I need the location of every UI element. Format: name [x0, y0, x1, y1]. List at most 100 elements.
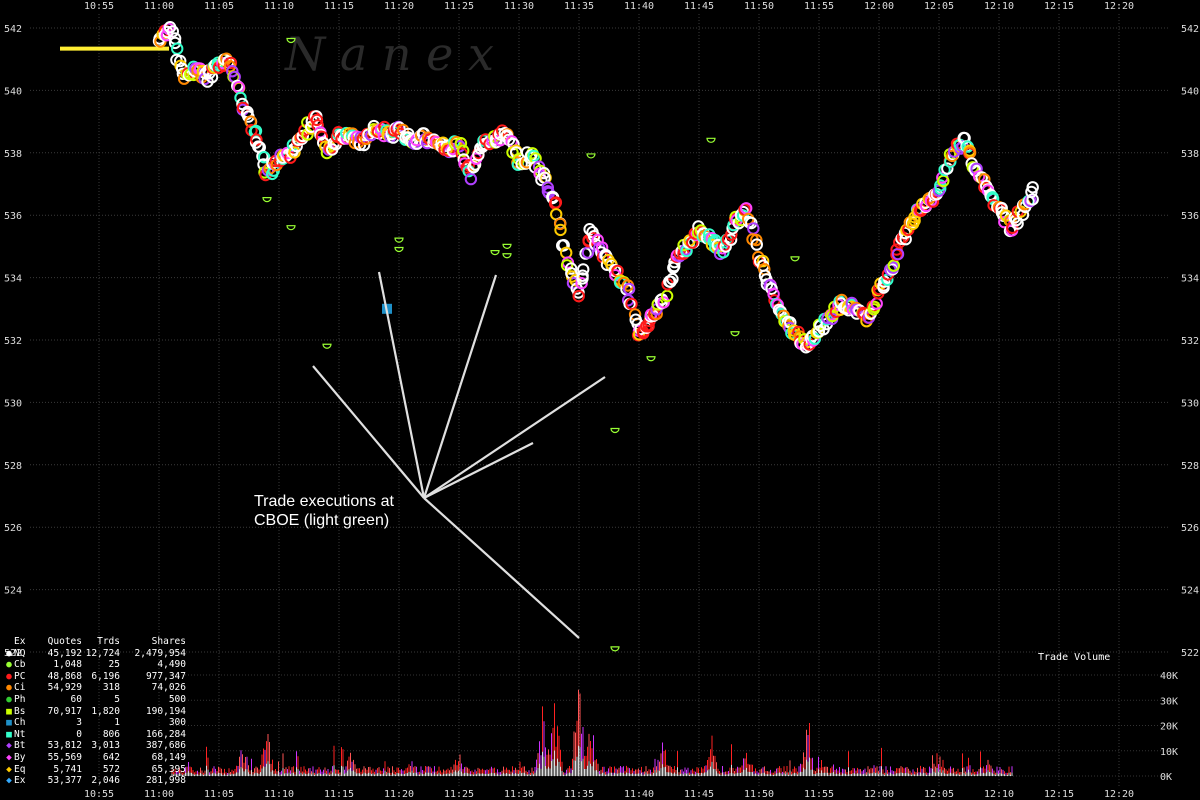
price-marker — [258, 151, 271, 164]
right-price-axis: 542 540 538 536 534 532 530 528 526 524 522 — [1181, 24, 1199, 659]
price-tick-left: 540 — [4, 86, 22, 97]
price-marker — [724, 233, 738, 246]
cboe-trade-marker — [586, 153, 596, 159]
legend-trds: 318 — [102, 682, 120, 694]
time-tick-bottom: 11:00 — [144, 789, 174, 800]
cboe-trade-marker — [610, 427, 620, 434]
price-marker — [750, 233, 763, 247]
cboe-trade-marker — [790, 256, 800, 262]
time-tick-bottom: 11:25 — [444, 789, 474, 800]
legend-shares: 74,026 — [151, 682, 186, 694]
price-tick-right: 538 — [1181, 149, 1199, 160]
time-tick-top: 11:30 — [504, 1, 534, 12]
cboe-trade-marker — [394, 237, 404, 243]
legend-row: ■ Bs 70,917 1,820 190,194 — [4, 706, 186, 718]
time-tick-bottom: 11:50 — [744, 789, 774, 800]
legend-trds: 572 — [102, 763, 120, 775]
time-tick-bottom: 11:15 — [324, 789, 354, 800]
annotation-arrow — [377, 271, 426, 499]
price-tick-right: 534 — [1181, 274, 1199, 285]
legend-row: ● PC 48,868 6,196 977,347 — [4, 671, 186, 683]
price-tick-left: 536 — [4, 211, 22, 222]
price-tick-left: 530 — [4, 398, 22, 409]
legend-shares: 387,686 — [145, 740, 186, 752]
time-tick-top: 11:25 — [444, 1, 474, 12]
legend-header-trds: Trds — [97, 636, 120, 647]
legend-trds: 6,196 — [91, 670, 120, 682]
legend-trds: 25 — [108, 659, 120, 671]
volume-tick: 40K — [1160, 671, 1178, 682]
annotation-text: Trade executions at CBOE (light green) — [254, 492, 424, 530]
price-marker — [1026, 193, 1039, 206]
cboe-trade-marker — [646, 356, 656, 362]
annotation-arrow — [423, 376, 606, 499]
legend-quotes: 48,868 — [47, 670, 82, 682]
legend-ex: Ph — [14, 693, 26, 705]
price-marker — [249, 124, 263, 138]
legend-quotes: 60 — [70, 693, 82, 705]
price-marker — [572, 289, 585, 303]
price-marker — [226, 65, 239, 78]
legend-marker-icon: ■ — [6, 705, 12, 717]
price-marker — [657, 296, 670, 309]
time-tick-top: 12:20 — [1104, 1, 1134, 12]
cboe-trade-marker — [286, 37, 296, 44]
legend-quotes: 70,917 — [47, 705, 82, 717]
legend-ex: Nt — [14, 728, 26, 740]
legend-shares: 2,479,954 — [134, 647, 186, 659]
legend-row: ◆ Ex 53,377 2,046 281,998 — [4, 775, 186, 787]
legend-ex: Eq — [14, 763, 26, 775]
price-tick-right: 536 — [1181, 211, 1199, 222]
price-marker — [587, 230, 601, 243]
legend-ex: Bs — [14, 705, 26, 717]
cboe-trade-marker — [502, 243, 512, 249]
legend-header: Ex Quotes Trds Shares — [4, 636, 186, 648]
time-tick-bottom: 11:40 — [624, 789, 654, 800]
time-tick-bottom: 11:45 — [684, 789, 714, 800]
legend-quotes: 45,192 — [47, 647, 82, 659]
cboe-trade-marker — [286, 225, 296, 231]
legend-quotes: 53,377 — [47, 775, 82, 787]
price-marker — [244, 115, 257, 128]
legend-marker-icon: ● — [6, 659, 12, 671]
legend-row: ● Cb 1,048 25 4,490 — [4, 659, 186, 671]
cboe-trade-marker — [262, 197, 272, 203]
time-tick-bottom: 10:55 — [84, 789, 114, 800]
price-series — [152, 21, 1039, 354]
price-marker — [549, 196, 563, 209]
legend-ex: Ci — [14, 682, 26, 694]
legend-ex: Bt — [14, 740, 26, 752]
legend-shares: 68,149 — [151, 751, 186, 763]
time-tick-top: 11:35 — [564, 1, 594, 12]
legend-quotes: 54,929 — [47, 682, 82, 694]
price-marker — [464, 172, 478, 186]
price-marker — [554, 223, 567, 237]
top-time-axis: 10:55 11:00 11:05 11:10 11:15 11:20 11:25 11:30… — [84, 1, 1134, 12]
time-tick-bottom: 11:35 — [564, 789, 594, 800]
volume-tick: 20K — [1160, 722, 1178, 733]
legend-row: ● Ph 60 5 500 — [4, 694, 186, 706]
legend-row: ● NQ 45,192 12,724 2,479,954 — [4, 648, 186, 660]
time-tick-bottom: 11:05 — [204, 789, 234, 800]
price-marker — [576, 269, 589, 282]
price-marker — [457, 144, 470, 157]
legend-marker-icon: ● — [6, 670, 12, 682]
volume-tick: 0K — [1160, 772, 1172, 783]
time-tick-top: 12:05 — [924, 1, 954, 12]
cboe-trade-markers — [262, 37, 800, 652]
legend-quotes: 0 — [76, 728, 82, 740]
price-marker — [941, 162, 954, 175]
legend-trds: 642 — [102, 751, 120, 763]
legend-shares: 190,194 — [145, 705, 186, 717]
price-tick-left: 534 — [4, 274, 22, 285]
cboe-trade-marker — [706, 137, 716, 143]
legend-shares: 281,998 — [145, 775, 186, 787]
time-tick-top: 11:50 — [744, 1, 774, 12]
time-tick-top: 11:55 — [804, 1, 834, 12]
annotation-arrow — [423, 442, 534, 499]
price-tick-left: 526 — [4, 523, 22, 534]
legend-ex: NQ — [14, 647, 26, 659]
legend-header-shares: Shares — [151, 636, 186, 647]
legend-marker-icon: ◆ — [6, 775, 12, 787]
